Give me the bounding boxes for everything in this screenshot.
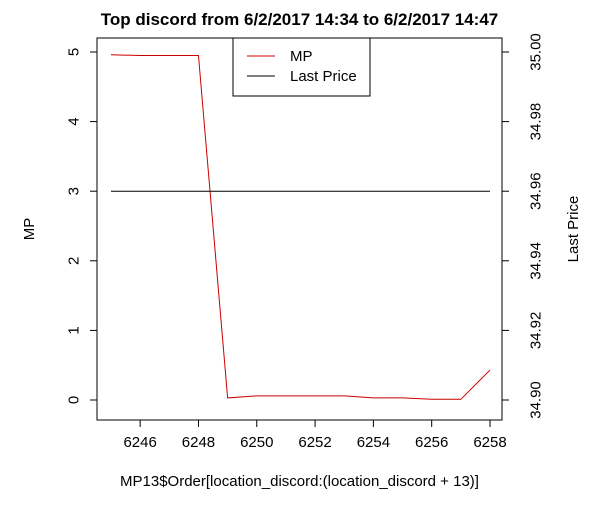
y-left-tick-label: 1 bbox=[65, 326, 82, 334]
y-axis-right-title: Last Price bbox=[565, 196, 582, 263]
y-left-tick-label: 0 bbox=[65, 396, 82, 404]
y-left-tick-label: 5 bbox=[65, 48, 82, 56]
y-right-tick-label: 34.92 bbox=[527, 312, 544, 350]
series-line-mp bbox=[110, 54, 491, 400]
x-axis-title: MP13$Order[location_discord:(location_di… bbox=[120, 473, 479, 490]
series-layer bbox=[110, 54, 491, 400]
y-left-tick-label: 3 bbox=[65, 187, 82, 195]
x-tick-label: 6256 bbox=[415, 434, 448, 451]
x-tick-label: 6246 bbox=[123, 434, 156, 451]
x-axis: 6246 6248 6250 6252 6254 6256 6258 bbox=[123, 420, 507, 451]
legend-label: Last Price bbox=[290, 68, 357, 85]
y-axis-left: 0 1 2 3 4 5 bbox=[65, 48, 97, 404]
y-right-tick-label: 34.94 bbox=[527, 242, 544, 280]
x-tick-label: 6250 bbox=[240, 434, 273, 451]
x-tick-label: 6252 bbox=[298, 434, 331, 451]
y-right-tick-label: 35.00 bbox=[527, 33, 544, 71]
y-right-tick-label: 34.90 bbox=[527, 381, 544, 419]
x-tick-label: 6258 bbox=[473, 434, 506, 451]
y-left-tick-label: 2 bbox=[65, 257, 82, 265]
y-axis-left-title: MP bbox=[21, 218, 38, 241]
y-axis-right: 34.90 34.92 34.94 34.96 34.98 35.00 bbox=[502, 33, 544, 419]
chart-title: Top discord from 6/2/2017 14:34 to 6/2/2… bbox=[101, 10, 498, 29]
legend-box bbox=[232, 37, 371, 97]
legend: MP Last Price bbox=[232, 37, 371, 97]
x-tick-label: 6248 bbox=[182, 434, 215, 451]
x-tick-label: 6254 bbox=[357, 434, 390, 451]
y-right-tick-label: 34.96 bbox=[527, 172, 544, 210]
y-right-tick-label: 34.98 bbox=[527, 103, 544, 141]
legend-label: MP bbox=[290, 48, 313, 65]
y-left-tick-label: 4 bbox=[65, 117, 82, 125]
